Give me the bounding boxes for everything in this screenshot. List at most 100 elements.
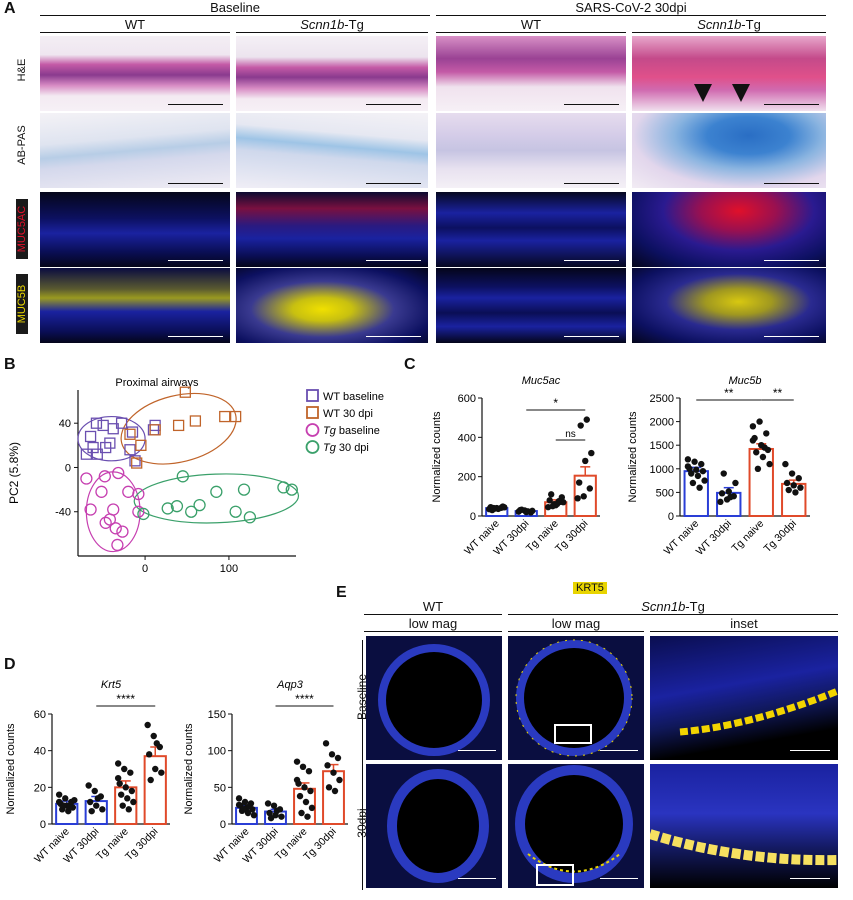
- data-point: [334, 754, 342, 762]
- data-point: [84, 503, 97, 516]
- data-point: [243, 511, 257, 524]
- panel-a-col-header-1: WT: [124, 17, 146, 32]
- significance-label: ****: [116, 692, 135, 706]
- data-point: [84, 430, 97, 443]
- group-ellipse: [85, 471, 141, 553]
- data-point: [97, 419, 109, 432]
- data-point: [689, 479, 697, 487]
- data-point: [147, 776, 154, 784]
- data-point: [170, 500, 184, 513]
- krt5-tg-baseline-image: [508, 636, 644, 760]
- panel-e-col-rule-1: [364, 631, 502, 632]
- x-tick-label: Tg naive: [729, 518, 766, 555]
- data-point: [305, 768, 313, 775]
- data-point: [549, 502, 556, 510]
- scale-bar: [600, 750, 638, 751]
- data-point: [241, 798, 249, 806]
- data-point: [574, 495, 581, 502]
- panel-e-col-inset: inset: [730, 616, 758, 631]
- data-point: [91, 448, 103, 460]
- data-point: [176, 470, 189, 483]
- data-point: [293, 758, 301, 765]
- y-axis-label: Normalized counts: [431, 411, 443, 503]
- legend-marker: [306, 389, 319, 402]
- legend-marker: [306, 406, 319, 419]
- data-point: [71, 796, 78, 804]
- data-point: [296, 792, 304, 800]
- legend-marker: [305, 440, 320, 454]
- significance-label: ****: [295, 692, 314, 706]
- panel-e-col-rule-2: [508, 631, 644, 632]
- y-tick-label: 400: [458, 432, 476, 444]
- data-point: [753, 449, 760, 456]
- data-point: [250, 812, 258, 819]
- data-point: [693, 466, 700, 473]
- x-tick-label: 100: [220, 563, 238, 575]
- data-point: [137, 507, 150, 521]
- data-point: [694, 472, 702, 480]
- data-point: [330, 769, 337, 776]
- data-point: [132, 487, 145, 501]
- data-point: [131, 457, 143, 469]
- legend-label: Tg 30 dpi: [323, 442, 369, 454]
- data-point: [720, 470, 727, 477]
- pca-scatter-chart: Proximal airways 0 100 40 0 -40 PC1 (19.5%) PC2…: [7, 377, 384, 580]
- scale-bar: [564, 260, 619, 261]
- data-point: [749, 423, 757, 430]
- data-point: [277, 481, 290, 494]
- data-point: [264, 800, 272, 807]
- data-point: [688, 470, 695, 477]
- scale-bar: [564, 336, 619, 337]
- x-tick-label: 0: [142, 563, 148, 575]
- data-point: [219, 410, 231, 423]
- data-point: [109, 522, 122, 535]
- data-point: [86, 798, 94, 806]
- y-axis-label: Normalized counts: [627, 411, 639, 503]
- data-point: [761, 444, 768, 451]
- data-point: [518, 506, 525, 513]
- krt5-tg-30dpi-image: [508, 764, 644, 888]
- legend-marker: [305, 423, 320, 437]
- scale-bar: [168, 260, 223, 261]
- y-tick-label: 2000: [650, 417, 674, 429]
- data-point: [795, 475, 802, 482]
- y-tick-label: -40: [55, 507, 71, 519]
- data-point: [114, 760, 122, 767]
- panel-a-col-header-4: Scnn1b-Tg: [697, 17, 761, 32]
- data-point: [161, 502, 174, 515]
- data-point: [144, 721, 151, 729]
- y-tick-label: 20: [34, 782, 46, 794]
- data-point: [115, 417, 128, 429]
- data-point: [87, 441, 99, 454]
- legend-label: WT 30 dpi: [323, 408, 373, 420]
- significance-label: **: [773, 386, 783, 400]
- data-point: [325, 784, 333, 791]
- data-point: [116, 525, 129, 538]
- data-point: [80, 472, 93, 485]
- scale-bar: [600, 878, 638, 879]
- data-point: [119, 802, 126, 809]
- data-point: [790, 482, 797, 489]
- y-tick-label: 2500: [650, 393, 674, 405]
- panel-a-col-rule-4: [632, 32, 826, 33]
- group-ellipse: [77, 415, 146, 462]
- muc5ac-tg-30dpi-image: [632, 192, 826, 267]
- y-tick-label: 1000: [650, 464, 674, 476]
- data-point: [524, 508, 531, 515]
- data-point: [684, 463, 692, 470]
- panel-label-d: D: [4, 656, 16, 673]
- data-point: [117, 791, 125, 798]
- scale-bar: [564, 104, 619, 105]
- scale-bar: [790, 878, 830, 879]
- data-point: [62, 795, 69, 802]
- data-point: [267, 814, 275, 822]
- data-point: [298, 809, 305, 817]
- panel-a-rule-30dpi: [436, 15, 826, 16]
- data-point: [324, 762, 331, 769]
- data-point: [304, 813, 311, 820]
- scale-bar: [168, 183, 223, 184]
- data-point: [763, 430, 770, 437]
- scale-bar: [564, 183, 619, 184]
- scale-bar: [764, 336, 819, 337]
